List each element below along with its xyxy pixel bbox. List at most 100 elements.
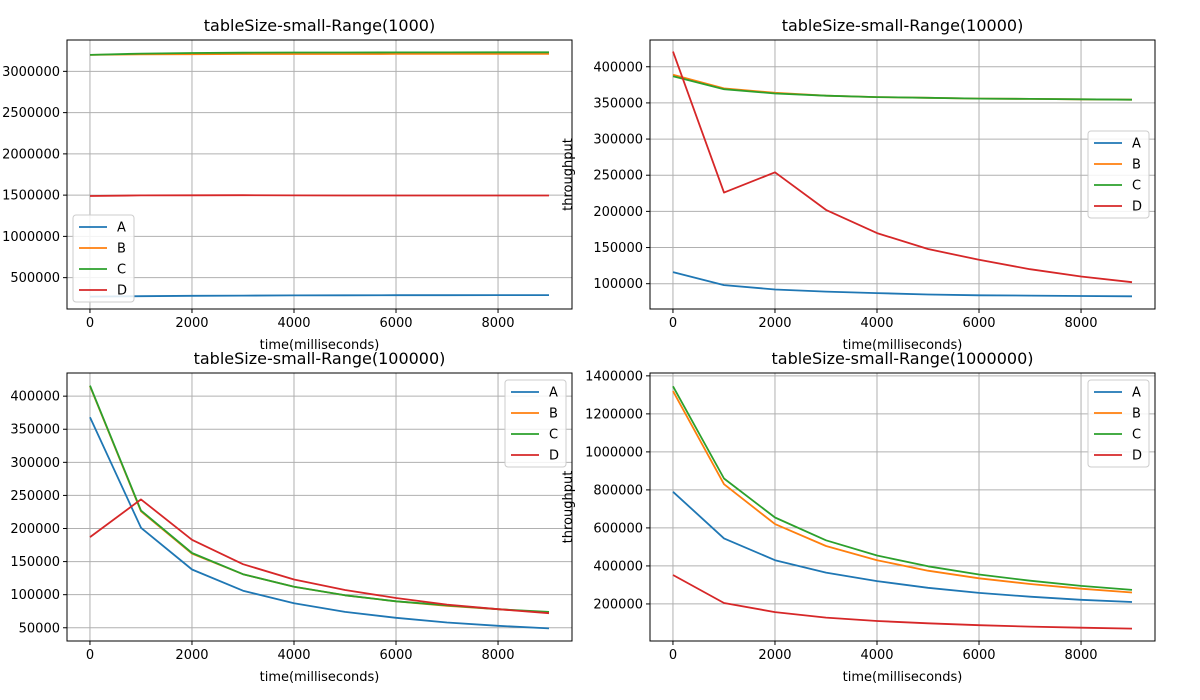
y-tick-label: 150000 — [593, 241, 643, 256]
x-tick-label: 4000 — [277, 648, 310, 663]
series-line-a — [89, 416, 550, 630]
y-tick-label: 2500000 — [2, 106, 60, 121]
series-line-b — [672, 73, 1133, 101]
series-line-d — [672, 574, 1133, 630]
legend-label: B — [117, 242, 126, 257]
x-axis-label: time(milliseconds) — [260, 670, 380, 685]
x-tick-label: 2000 — [175, 316, 208, 331]
legend-label: A — [117, 221, 126, 236]
series-line-b — [672, 390, 1133, 594]
x-tick-label: 4000 — [860, 316, 893, 331]
chart-title: tableSize-small-Range(100000) — [194, 349, 446, 368]
legend-box — [504, 379, 567, 468]
series-line-c — [89, 385, 550, 613]
chart-4: 0 2000 4000 6000 8000 200000 400000 600000 80000… — [561, 349, 1156, 685]
series-group — [89, 51, 549, 298]
legend-box — [1087, 379, 1150, 468]
series-line-b — [89, 53, 549, 56]
x-tick-label: 2000 — [758, 316, 791, 331]
series-line-d — [89, 498, 550, 615]
y-tick-label: 800000 — [593, 483, 643, 498]
series-line-b — [89, 385, 550, 614]
y-tick-label: 100000 — [10, 588, 60, 603]
x-axis-label: time(milliseconds) — [843, 670, 963, 685]
chart-title: tableSize-small-Range(1000) — [204, 16, 435, 35]
chart-2: 0 2000 4000 6000 8000 100000 150000 200000 25000… — [561, 16, 1156, 353]
legend-label: C — [1132, 179, 1141, 194]
x-tick-label: 4000 — [277, 316, 310, 331]
legend-label: C — [1132, 428, 1141, 443]
x-tick-label: 2000 — [175, 648, 208, 663]
series-line-a — [89, 294, 549, 298]
y-tick-label: 600000 — [593, 521, 643, 536]
y-tick-label: 200000 — [593, 205, 643, 220]
y-tick-label: 1000000 — [2, 230, 60, 245]
legend-label: A — [1132, 137, 1141, 152]
y-tick-label: 3000000 — [2, 65, 60, 80]
y-tick-label: 350000 — [593, 96, 643, 111]
legend-label: A — [549, 386, 558, 401]
series-group — [89, 385, 550, 630]
series-group — [672, 385, 1133, 630]
legend-box — [72, 214, 135, 303]
x-tick-label: 6000 — [962, 648, 995, 663]
y-tick-label: 1400000 — [585, 369, 643, 384]
y-tick-label: 1000000 — [585, 445, 643, 460]
x-tick-label: 4000 — [860, 648, 893, 663]
y-tick-label: 350000 — [10, 423, 60, 438]
y-tick-label: 1200000 — [585, 407, 643, 422]
x-axis-label: time(milliseconds) — [260, 338, 380, 353]
y-tick-label: 250000 — [10, 489, 60, 504]
legend-label: B — [1132, 158, 1141, 173]
x-tick-label: 6000 — [379, 316, 412, 331]
x-tick-label: 8000 — [1064, 316, 1097, 331]
legend-label: B — [549, 407, 558, 422]
series-group — [672, 51, 1133, 298]
axes-frame — [66, 372, 573, 642]
y-tick-label: 400000 — [593, 60, 643, 75]
y-tick-label: 300000 — [593, 133, 643, 148]
x-tick-label: 2000 — [758, 648, 791, 663]
y-tick-label: 400000 — [10, 390, 60, 405]
y-tick-label: 300000 — [10, 456, 60, 471]
y-axis-label: throughput — [561, 471, 576, 544]
y-tick-label: 1500000 — [2, 189, 60, 204]
y-tick-label: 50000 — [19, 621, 60, 636]
x-axis-label: time(milliseconds) — [843, 338, 963, 353]
legend-label: B — [1132, 407, 1141, 422]
x-tick-label: 6000 — [379, 648, 412, 663]
series-line-c — [672, 385, 1133, 591]
legend-label: D — [1132, 449, 1142, 464]
chart-title: tableSize-small-Range(1000000) — [772, 349, 1034, 368]
y-tick-label: 500000 — [10, 271, 60, 286]
legend-label: C — [117, 263, 126, 278]
series-line-a — [672, 271, 1133, 298]
series-line-c — [672, 75, 1133, 101]
chart-1: 0 2000 4000 6000 8000 500000 1000000 1500000 200… — [2, 16, 573, 353]
y-tick-label: 100000 — [593, 277, 643, 292]
x-tick-label: 6000 — [962, 316, 995, 331]
y-tick-label: 150000 — [10, 555, 60, 570]
y-tick-label: 200000 — [10, 522, 60, 537]
legend-label: D — [117, 284, 127, 299]
legend-label: A — [1132, 386, 1141, 401]
y-tick-label: 2000000 — [2, 147, 60, 162]
axes-frame — [649, 372, 1156, 642]
x-tick-label: 0 — [669, 316, 677, 331]
legend-label: D — [1132, 200, 1142, 215]
x-tick-label: 0 — [86, 316, 94, 331]
chart-3: 0 2000 4000 6000 8000 50000 100000 150000 200000… — [10, 349, 573, 685]
legend-box — [1087, 130, 1150, 219]
series-line-d — [672, 51, 1133, 284]
chart-title: tableSize-small-Range(10000) — [782, 16, 1024, 35]
y-tick-label: 200000 — [593, 597, 643, 612]
x-tick-label: 8000 — [481, 316, 514, 331]
axes-frame — [649, 39, 1156, 310]
x-tick-label: 0 — [86, 648, 94, 663]
